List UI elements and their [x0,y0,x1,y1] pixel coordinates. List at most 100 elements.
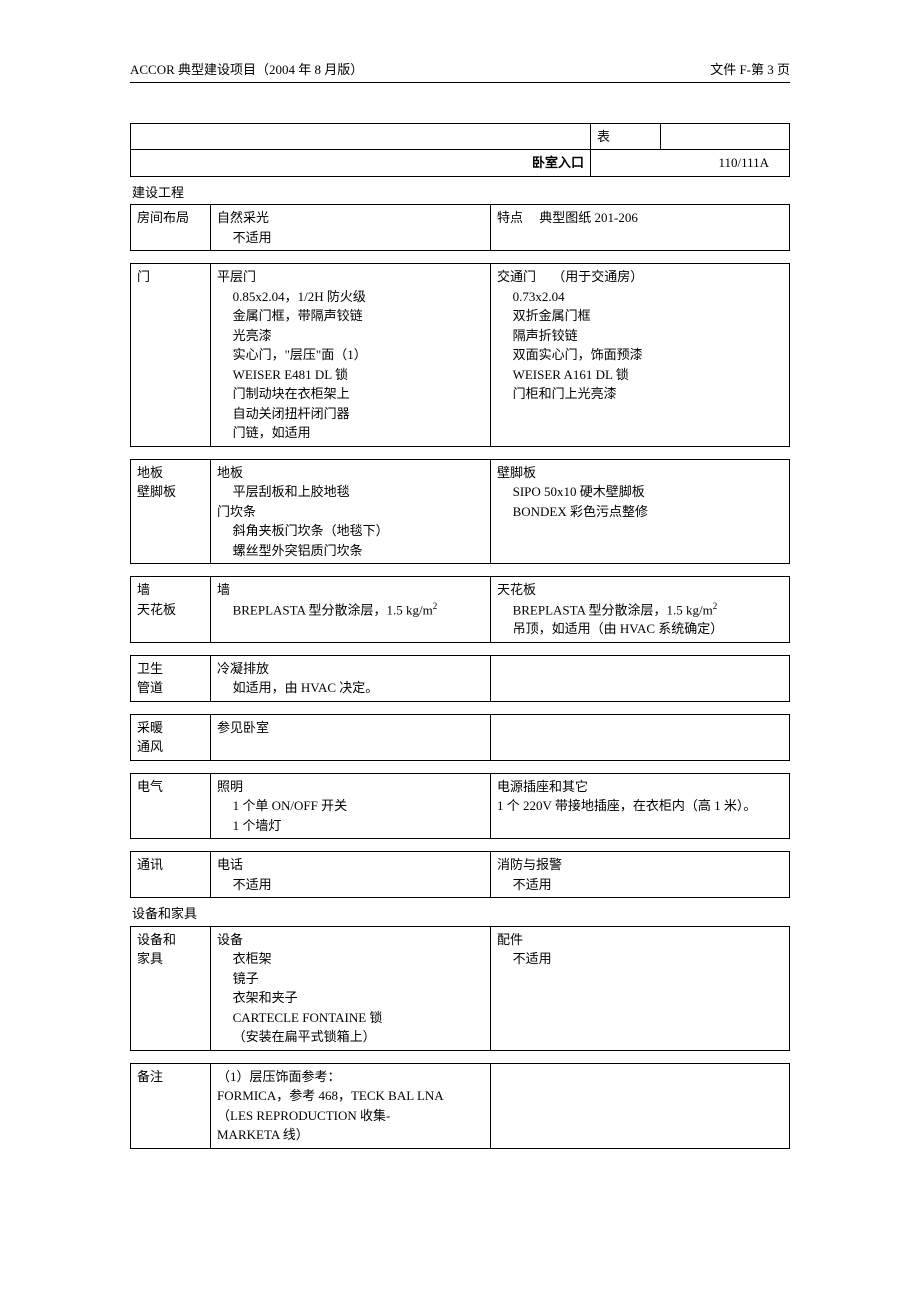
sanitary-label: 卫生 管道 [131,655,211,701]
door-c1-l6: 自动关闭扭杆闭门器 [217,404,484,424]
equip-c1-l4: （安装在扁平式锁箱上） [217,1027,484,1047]
door-c2-note: （用于交通房） [552,269,643,284]
room-layout-c1-l0: 不适用 [217,228,484,248]
room-layout-col2: 特点 典型图纸 201-206 [491,205,790,251]
equip-label-1: 家具 [137,951,163,966]
equip-c1-title: 设备 [217,932,243,947]
room-code: 110/111A [591,150,790,177]
floor-c1-s0: 斜角夹板门坎条（地毯下） [217,521,484,541]
floor-table: 地板 壁脚板 地板 平层刮板和上胶地毯 门坎条 斜角夹板门坎条（地毯下） 螺丝型… [130,459,790,565]
wall-c1-title: 墙 [217,582,230,597]
comm-c2-l0: 不适用 [497,875,783,895]
elec-c1-title: 照明 [217,779,243,794]
floor-label: 地板 壁脚板 [131,459,211,564]
wall-col1: 墙 BREPLASTA 型分散涂层，1.5 kg/m2 [211,577,491,643]
wall-c1-txt: BREPLASTA 型分散涂层，1.5 kg/m [233,602,433,617]
san-label-1: 管道 [137,680,163,695]
door-c1-title: 平层门 [217,269,256,284]
door-label: 门 [131,264,211,447]
room-label: 卧室入口 [131,150,591,177]
floor-col1: 地板 平层刮板和上胶地毯 门坎条 斜角夹板门坎条（地毯下） 螺丝型外突铝质门坎条 [211,459,491,564]
heating-col2 [491,714,790,760]
elec-col1: 照明 1 个单 ON/OFF 开关 1 个墙灯 [211,773,491,839]
comm-c1-title: 电话 [217,857,243,872]
comm-col1: 电话 不适用 [211,852,491,898]
remarks-col1: （1）层压饰面参考： FORMICA，参考 468，TECK BAL LNA （… [211,1063,491,1148]
elec-c1-l0: 1 个单 ON/OFF 开关 [217,796,484,816]
sanitary-col2 [491,655,790,701]
door-c1-l2: 光亮漆 [217,326,484,346]
door-c2-l3: 双面实心门，饰面预漆 [497,345,783,365]
remarks-label: 备注 [131,1063,211,1148]
door-c2-l4: WEISER A161 DL 锁 [497,365,783,385]
rem-l0: （1）层压饰面参考： [217,1069,341,1084]
remarks-col2 [491,1063,790,1148]
heat-label-0: 采暖 [137,720,163,735]
heating-table: 采暖 通风 参见卧室 [130,714,790,761]
door-c1-l7: 门链，如适用 [217,423,484,443]
equip-label: 设备和 家具 [131,926,211,1050]
door-c1-l3: 实心门，"层压"面（1） [217,345,484,365]
rem-l1: FORMICA，参考 468，TECK BAL LNA [217,1088,444,1103]
section-equipment: 设备和家具 [130,900,790,926]
elec-label: 电气 [131,773,211,839]
floor-c1-sub: 门坎条 [217,504,256,519]
floor-c1-title: 地板 [217,465,243,480]
comm-col2: 消防与报警 不适用 [491,852,790,898]
room-layout-col1: 自然采光 不适用 [211,205,491,251]
door-c2-l0: 0.73x2.04 [497,287,783,307]
title-table-char: 表 [591,123,661,150]
door-c2-l5: 门柜和门上光亮漆 [497,384,783,404]
door-table: 门 平层门 0.85x2.04，1/2H 防火级 金属门框，带隔声铰链 光亮漆 … [130,263,790,447]
floor-c2-l0: SIPO 50x10 硬木壁脚板 [497,482,783,502]
comm-label: 通讯 [131,852,211,898]
heating-label: 采暖 通风 [131,714,211,760]
floor-c2-title: 壁脚板 [497,465,536,480]
san-c1-l0: 如适用，由 HVAC 决定。 [217,678,484,698]
equip-table: 设备和 家具 设备 衣柜架 镜子 衣架和夹子 CARTECLE FONTAINE… [130,926,790,1051]
heat-label-1: 通风 [137,739,163,754]
title-table: 表 卧室入口 110/111A [130,123,790,177]
door-c1-l5: 门制动块在衣柜架上 [217,384,484,404]
room-layout-table: 房间布局 自然采光 不适用 特点 典型图纸 201-206 [130,204,790,251]
header-right: 文件 F-第 3 页 [710,60,790,80]
sanitary-col1: 冷凝排放 如适用，由 HVAC 决定。 [211,655,491,701]
equip-c1-l2: 衣架和夹子 [217,988,484,1008]
wall-col2: 天花板 BREPLASTA 型分散涂层，1.5 kg/m2 吊顶，如适用（由 H… [491,577,790,643]
equip-c2-l0: 不适用 [497,949,783,969]
san-label-0: 卫生 [137,661,163,676]
wall-c2-title: 天花板 [497,582,536,597]
wall-label-0: 墙 [137,582,150,597]
electrical-table: 电气 照明 1 个单 ON/OFF 开关 1 个墙灯 电源插座和其它 1 个 2… [130,773,790,840]
wall-c1-line: BREPLASTA 型分散涂层，1.5 kg/m2 [217,600,484,620]
elec-c2-text: 1 个 220V 带接地插座，在衣柜内（高 1 米）。 [497,798,756,813]
equip-c2-title: 配件 [497,932,523,947]
comm-table: 通讯 电话 不适用 消防与报警 不适用 [130,851,790,898]
heat-c1-title: 参见卧室 [217,720,269,735]
equip-c1-l1: 镜子 [217,969,484,989]
room-layout-c1-title: 自然采光 [217,210,269,225]
floor-col2: 壁脚板 SIPO 50x10 硬木壁脚板 BONDEX 彩色污点整修 [491,459,790,564]
rem-l2: （LES REPRODUCTION 收集- [217,1108,390,1123]
floor-label-0: 地板 [137,465,163,480]
comm-c2-title: 消防与报警 [497,857,562,872]
equip-c1-l0: 衣柜架 [217,949,484,969]
san-c1-title: 冷凝排放 [217,661,269,676]
door-c1-l1: 金属门框，带隔声铰链 [217,306,484,326]
title-empty-left [131,123,591,150]
floor-c1-l0: 平层刮板和上胶地毯 [217,482,484,502]
elec-col2: 电源插座和其它 1 个 220V 带接地插座，在衣柜内（高 1 米）。 [491,773,790,839]
equip-col1: 设备 衣柜架 镜子 衣架和夹子 CARTECLE FONTAINE 锁 （安装在… [211,926,491,1050]
elec-c2-title: 电源插座和其它 [497,779,588,794]
wall-table: 墙 天花板 墙 BREPLASTA 型分散涂层，1.5 kg/m2 天花板 BR… [130,576,790,643]
door-c2-l1: 双折金属门框 [497,306,783,326]
equip-col2: 配件 不适用 [491,926,790,1050]
equip-label-0: 设备和 [137,932,176,947]
wall-label-1: 天花板 [137,602,176,617]
equip-c1-l3: CARTECLE FONTAINE 锁 [217,1008,484,1028]
elec-c1-l1: 1 个墙灯 [217,816,484,836]
title-code-empty [661,123,790,150]
door-c2-title: 交通门 [497,269,536,284]
rem-l3: MARKETA 线） [217,1127,309,1142]
page-header: ACCOR 典型建设项目（2004 年 8 月版） 文件 F-第 3 页 [130,60,790,83]
